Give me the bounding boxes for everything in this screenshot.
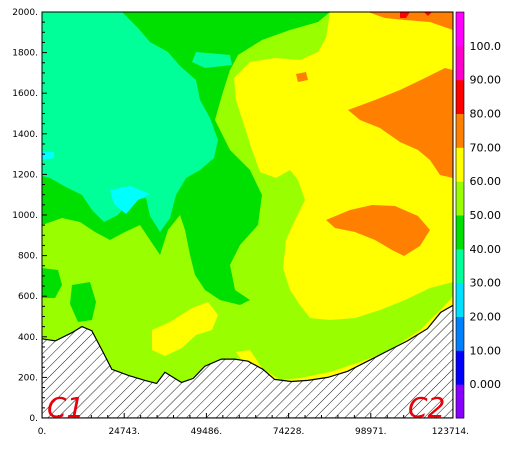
contour-70-80-spot	[296, 72, 308, 82]
contour-80-90-spot	[400, 12, 410, 18]
colorbar: 0.000 10.00 20.00 30.00 40.00 50.00 60.00 70.00…	[455, 11, 502, 419]
contour-70-80-top	[368, 12, 453, 30]
contour-40-50-patch	[42, 268, 62, 298]
colorbar-label: 0.000	[470, 378, 502, 391]
colorbar-label: 100.0	[470, 40, 502, 53]
contour-60-70-patch	[152, 302, 218, 356]
x-tick-label: 74228.	[273, 427, 305, 437]
y-tick-label: 600.	[18, 292, 38, 302]
contour-30-40-patch	[192, 52, 232, 68]
contour-70-80-upper	[348, 68, 453, 178]
y-tick-label: 1400.	[12, 130, 38, 140]
y-axis: 0. 200. 400. 600. 800. 1000. 1200. 1400. 1600. 18…	[12, 8, 47, 424]
terrain-mask	[42, 304, 453, 418]
contour-20-30-spot	[110, 186, 150, 214]
colorbar-label: 20.00	[470, 311, 502, 324]
colorbar-label: 10.00	[470, 344, 502, 357]
y-tick-label: 0.	[29, 414, 38, 424]
contour-30-40-upperleft	[42, 30, 112, 70]
colorbar-label: 50.00	[470, 209, 502, 222]
colorbar-label: 90.00	[470, 74, 502, 87]
x-tick-label: 123714.	[432, 427, 469, 437]
label-c1: C1	[47, 391, 84, 424]
y-tick-label: 1600.	[12, 89, 38, 99]
colorbar-label: 30.00	[470, 277, 502, 290]
y-tick-label: 1000.	[12, 211, 38, 221]
x-tick-label: 98971.	[355, 427, 387, 437]
colorbar-swatch	[456, 215, 464, 250]
y-tick-label: 1200.	[12, 170, 38, 180]
x-tick-label: 49486.	[191, 427, 223, 437]
label-c2: C2	[408, 391, 445, 424]
y-tick-label: 800.	[18, 252, 38, 262]
colorbar-label: 60.00	[470, 175, 502, 188]
contour-40-50-patch-2	[70, 282, 96, 322]
contour-70-80-lower	[326, 205, 430, 256]
colorbar-swatch	[456, 181, 464, 216]
x-axis: 0. 24743. 49486. 74228. 98971. 123714.	[38, 413, 469, 437]
contour-80-90-spot-2	[424, 12, 432, 16]
colorbar-label: 70.00	[470, 141, 502, 154]
plot-area	[42, 12, 453, 418]
colorbar-swatch	[456, 282, 464, 317]
colorbar-swatch	[456, 113, 464, 148]
colorbar-swatch	[456, 45, 464, 81]
colorbar-swatch	[456, 248, 464, 284]
x-tick-label: 0.	[38, 427, 47, 437]
colorbar-label: 80.00	[470, 108, 502, 121]
colorbar-swatch	[456, 316, 464, 351]
colorbar-swatch	[456, 79, 464, 114]
y-tick-label: 400.	[18, 333, 38, 343]
y-tick-label: 2000.	[12, 8, 38, 18]
y-tick-label: 1800.	[12, 49, 38, 59]
y-tick-label: 200.	[18, 373, 38, 383]
x-tick-label: 24743.	[108, 427, 140, 437]
colorbar-swatch	[456, 350, 464, 385]
colorbar-swatch	[456, 147, 464, 182]
colorbar-swatch	[456, 384, 464, 419]
colorbar-swatch	[456, 12, 464, 47]
colorbar-frame	[455, 11, 465, 419]
colorbar-label: 40.00	[470, 243, 502, 256]
